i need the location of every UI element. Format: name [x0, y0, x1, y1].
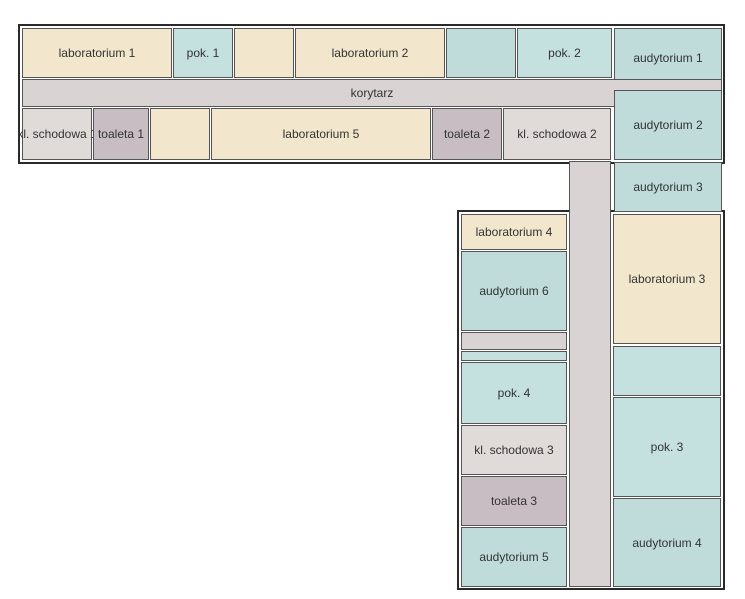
room-pok3a — [613, 346, 721, 396]
room-pok1: pok. 1 — [173, 28, 233, 78]
room-label: pok. 2 — [548, 46, 581, 60]
room-lab2: laboratorium 2 — [295, 28, 445, 78]
room-toilet1: toaleta 1 — [93, 108, 149, 160]
room-label: kl. schodowa 1 — [17, 127, 96, 141]
room-label: laboratorium 2 — [332, 46, 409, 60]
room-audy4: audytorium 4 — [613, 498, 721, 587]
room-label: kl. schodowa 3 — [474, 443, 553, 457]
room-label: korytarz — [351, 86, 394, 100]
room-audy3: audytorium 3 — [614, 162, 722, 212]
room-lab4: laboratorium 4 — [461, 214, 567, 250]
room-label: audytorium 3 — [633, 180, 702, 194]
room-label: laboratorium 1 — [59, 46, 136, 60]
room-greysmall — [461, 332, 567, 350]
room-pok3: pok. 3 — [613, 397, 721, 497]
room-label: kl. schodowa 2 — [517, 127, 596, 141]
room-label: laboratorium 3 — [629, 272, 706, 286]
room-pok4: pok. 4 — [461, 362, 567, 424]
room-label: toaleta 1 — [98, 127, 144, 141]
room-label: toaleta 3 — [491, 494, 537, 508]
room-label: pok. 4 — [498, 386, 531, 400]
room-audy6: audytorium 6 — [461, 251, 567, 331]
room-audy2: audytorium 2 — [614, 90, 722, 160]
room-lab5a — [150, 108, 210, 160]
room-label: audytorium 2 — [633, 118, 702, 132]
room-stair3: kl. schodowa 3 — [461, 425, 567, 475]
room-corridorV — [569, 161, 611, 587]
room-label: laboratorium 5 — [283, 127, 360, 141]
room-stair1: kl. schodowa 1 — [22, 108, 92, 160]
room-blank1 — [446, 28, 516, 78]
room-audy5: audytorium 5 — [461, 527, 567, 587]
room-lab5: laboratorium 5 — [211, 108, 431, 160]
room-toilet3: toaleta 3 — [461, 476, 567, 526]
room-lab1: laboratorium 1 — [22, 28, 172, 78]
room-label: pok. 1 — [187, 46, 220, 60]
room-label: audytorium 1 — [633, 51, 702, 65]
room-lab3: laboratorium 3 — [613, 214, 721, 344]
room-label: audytorium 4 — [632, 536, 701, 550]
room-pok2: pok. 2 — [517, 28, 612, 78]
room-label: audytorium 6 — [479, 284, 548, 298]
room-label: toaleta 2 — [444, 127, 490, 141]
room-lab2a — [234, 28, 294, 78]
room-label: audytorium 5 — [479, 550, 548, 564]
room-label: pok. 3 — [651, 440, 684, 454]
floor-plan: laboratorium 1 pok. 1 laboratorium 2 pok. 2… — [0, 0, 745, 599]
room-toilet2: toaleta 2 — [432, 108, 502, 160]
room-stair2: kl. schodowa 2 — [503, 108, 611, 160]
room-pok4a — [461, 351, 567, 361]
room-label: laboratorium 4 — [476, 225, 553, 239]
